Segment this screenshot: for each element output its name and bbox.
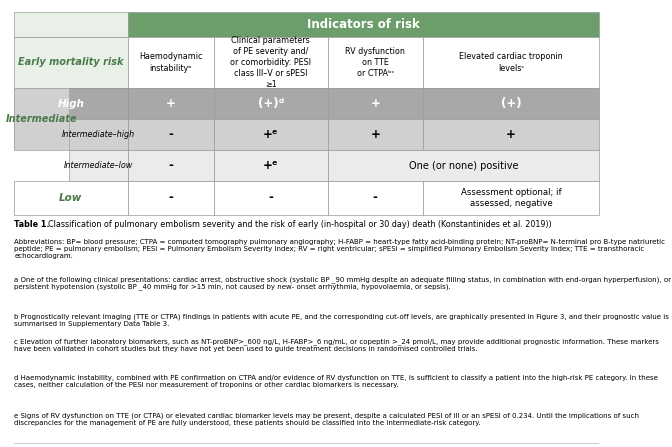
Bar bbox=[214, 119, 327, 150]
Bar bbox=[214, 88, 327, 119]
Text: c Elevation of further laboratory biomarkers, such as NT-proBNP>_600 ng/L, H-FAB: c Elevation of further laboratory biomar… bbox=[14, 338, 659, 352]
Text: -: - bbox=[169, 128, 173, 141]
Bar bbox=[69, 119, 128, 150]
Text: Low: Low bbox=[59, 193, 83, 203]
Bar bbox=[128, 119, 214, 150]
Text: d Haemodynamic instability, combined with PE confirmation on CTPA and/or evidenc: d Haemodynamic instability, combined wit… bbox=[14, 375, 658, 388]
Text: +: + bbox=[370, 128, 380, 141]
Text: Early mortality risk: Early mortality risk bbox=[18, 58, 124, 67]
Bar bbox=[14, 37, 128, 88]
Text: Table 1.: Table 1. bbox=[14, 220, 50, 229]
Text: b Prognostically relevant imaging (TTE or CTPA) findings in patients with acute : b Prognostically relevant imaging (TTE o… bbox=[14, 313, 669, 327]
Bar bbox=[14, 181, 128, 215]
Text: High: High bbox=[58, 98, 85, 109]
Text: +ᵉ: +ᵉ bbox=[263, 159, 279, 172]
Text: One (or none) positive: One (or none) positive bbox=[409, 161, 518, 171]
Bar bbox=[14, 443, 599, 444]
Bar bbox=[423, 181, 599, 215]
Text: -: - bbox=[169, 159, 173, 172]
Text: e Signs of RV dysfunction on TTE (or CTPA) or elevated cardiac biomarker levels : e Signs of RV dysfunction on TTE (or CTP… bbox=[14, 413, 639, 426]
Bar bbox=[214, 150, 327, 181]
Bar bbox=[128, 88, 214, 119]
Bar bbox=[327, 37, 423, 88]
Text: Clinical parameters
of PE severity and/
or comorbidity: PESI
class III–V or sPES: Clinical parameters of PE severity and/ … bbox=[230, 36, 311, 89]
Text: -: - bbox=[268, 191, 274, 204]
Text: Assessment optional; if
assessed, negative: Assessment optional; if assessed, negati… bbox=[461, 188, 561, 208]
Text: Classification of pulmonary embolism severity and the risk of early (in-hospital: Classification of pulmonary embolism sev… bbox=[43, 220, 552, 229]
Text: Intermediate–high: Intermediate–high bbox=[62, 130, 135, 139]
Text: +: + bbox=[370, 97, 380, 110]
Bar bbox=[69, 150, 128, 181]
Text: RV dysfunction
on TTE
or CTPAᵇᶜ: RV dysfunction on TTE or CTPAᵇᶜ bbox=[345, 47, 405, 78]
Bar bbox=[327, 181, 423, 215]
Text: Indicators of risk: Indicators of risk bbox=[307, 18, 420, 31]
Bar bbox=[128, 181, 214, 215]
Bar bbox=[14, 88, 128, 119]
Text: Haemodynamic
instabilityᵃ: Haemodynamic instabilityᵃ bbox=[139, 52, 203, 72]
Bar bbox=[327, 119, 423, 150]
Text: (+)ᵈ: (+)ᵈ bbox=[258, 97, 284, 110]
Text: Elevated cardiac troponin
levelsᶜ: Elevated cardiac troponin levelsᶜ bbox=[459, 52, 563, 72]
Bar bbox=[423, 119, 599, 150]
Bar bbox=[14, 88, 69, 150]
Bar bbox=[128, 13, 599, 37]
Text: -: - bbox=[373, 191, 378, 204]
Text: +: + bbox=[506, 128, 516, 141]
Text: Abbreviations: BP= blood pressure; CTPA = computed tomography pulmonary angiogra: Abbreviations: BP= blood pressure; CTPA … bbox=[14, 239, 665, 259]
Bar bbox=[128, 37, 214, 88]
Text: +: + bbox=[166, 97, 176, 110]
Text: +ᵉ: +ᵉ bbox=[263, 128, 279, 141]
Bar bbox=[128, 150, 214, 181]
Bar bbox=[214, 181, 327, 215]
Bar bbox=[327, 150, 599, 181]
Bar bbox=[423, 37, 599, 88]
Text: (+): (+) bbox=[501, 97, 521, 110]
Bar bbox=[14, 13, 128, 37]
Bar bbox=[423, 88, 599, 119]
Bar bbox=[14, 88, 128, 150]
Text: Intermediate–low: Intermediate–low bbox=[63, 161, 133, 170]
Bar bbox=[327, 88, 423, 119]
Text: -: - bbox=[169, 191, 173, 204]
Text: Intermediate: Intermediate bbox=[5, 114, 77, 124]
Bar bbox=[214, 37, 327, 88]
Text: a One of the following clinical presentations: cardiac arrest, obstructive shock: a One of the following clinical presenta… bbox=[14, 276, 671, 291]
